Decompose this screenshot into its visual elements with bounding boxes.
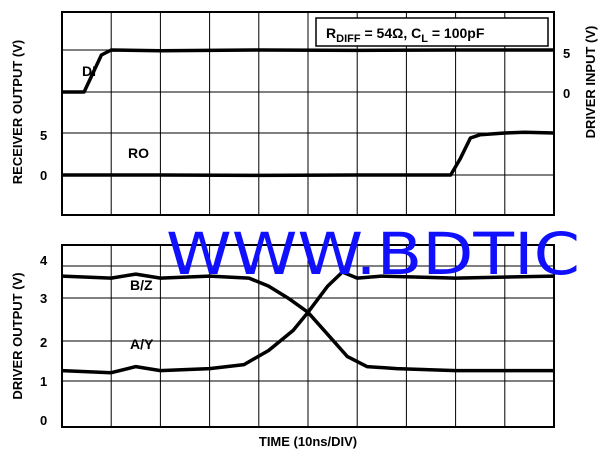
top-traces [62,48,555,178]
bottom-panel [61,244,555,428]
top-left-tick-0: 0 [40,168,47,183]
r-symbol: R [326,25,336,41]
top-panel [61,11,555,216]
top-left-axis-label: RECEIVER OUTPUT (V) [10,40,25,184]
x-axis-label: TIME (10ns/DIV) [259,434,357,449]
bottom-left-axis-label: DRIVER OUTPUT (V) [10,272,25,399]
trace-label-bz: B/Z [130,277,153,293]
trace-label-ay: A/Y [130,336,154,352]
bottom-grid [62,245,554,427]
top-right-tick-0: 0 [563,86,570,101]
bottom-tick-2: 2 [40,335,47,350]
top-right-axis-label: DRIVER INPUT (V) [583,26,598,139]
bottom-tick-1: 1 [40,374,47,389]
trace-label-ro: RO [128,145,149,161]
r-subscript: DIFF [336,33,361,45]
condition-annotation: RDIFF = 54Ω, CL = 100pF [326,25,485,45]
trace-label-di: DI [82,63,96,79]
condition-box [315,17,549,47]
trace-bz [61,272,554,373]
bottom-traces [61,270,555,375]
bottom-tick-4: 4 [40,253,48,268]
trace-ro [62,130,555,178]
trace-ay [61,270,555,375]
watermark: WWW.BDTIC [166,220,580,288]
top-left-tick-5: 5 [40,128,47,143]
trace-di [62,48,554,94]
r-value: = 54Ω, C [361,25,422,41]
bottom-tick-0: 0 [40,413,47,428]
c-value: = 100pF [428,25,485,41]
bottom-tick-3: 3 [40,291,47,306]
top-right-tick-5: 5 [563,46,570,61]
c-subscript: L [421,33,428,45]
